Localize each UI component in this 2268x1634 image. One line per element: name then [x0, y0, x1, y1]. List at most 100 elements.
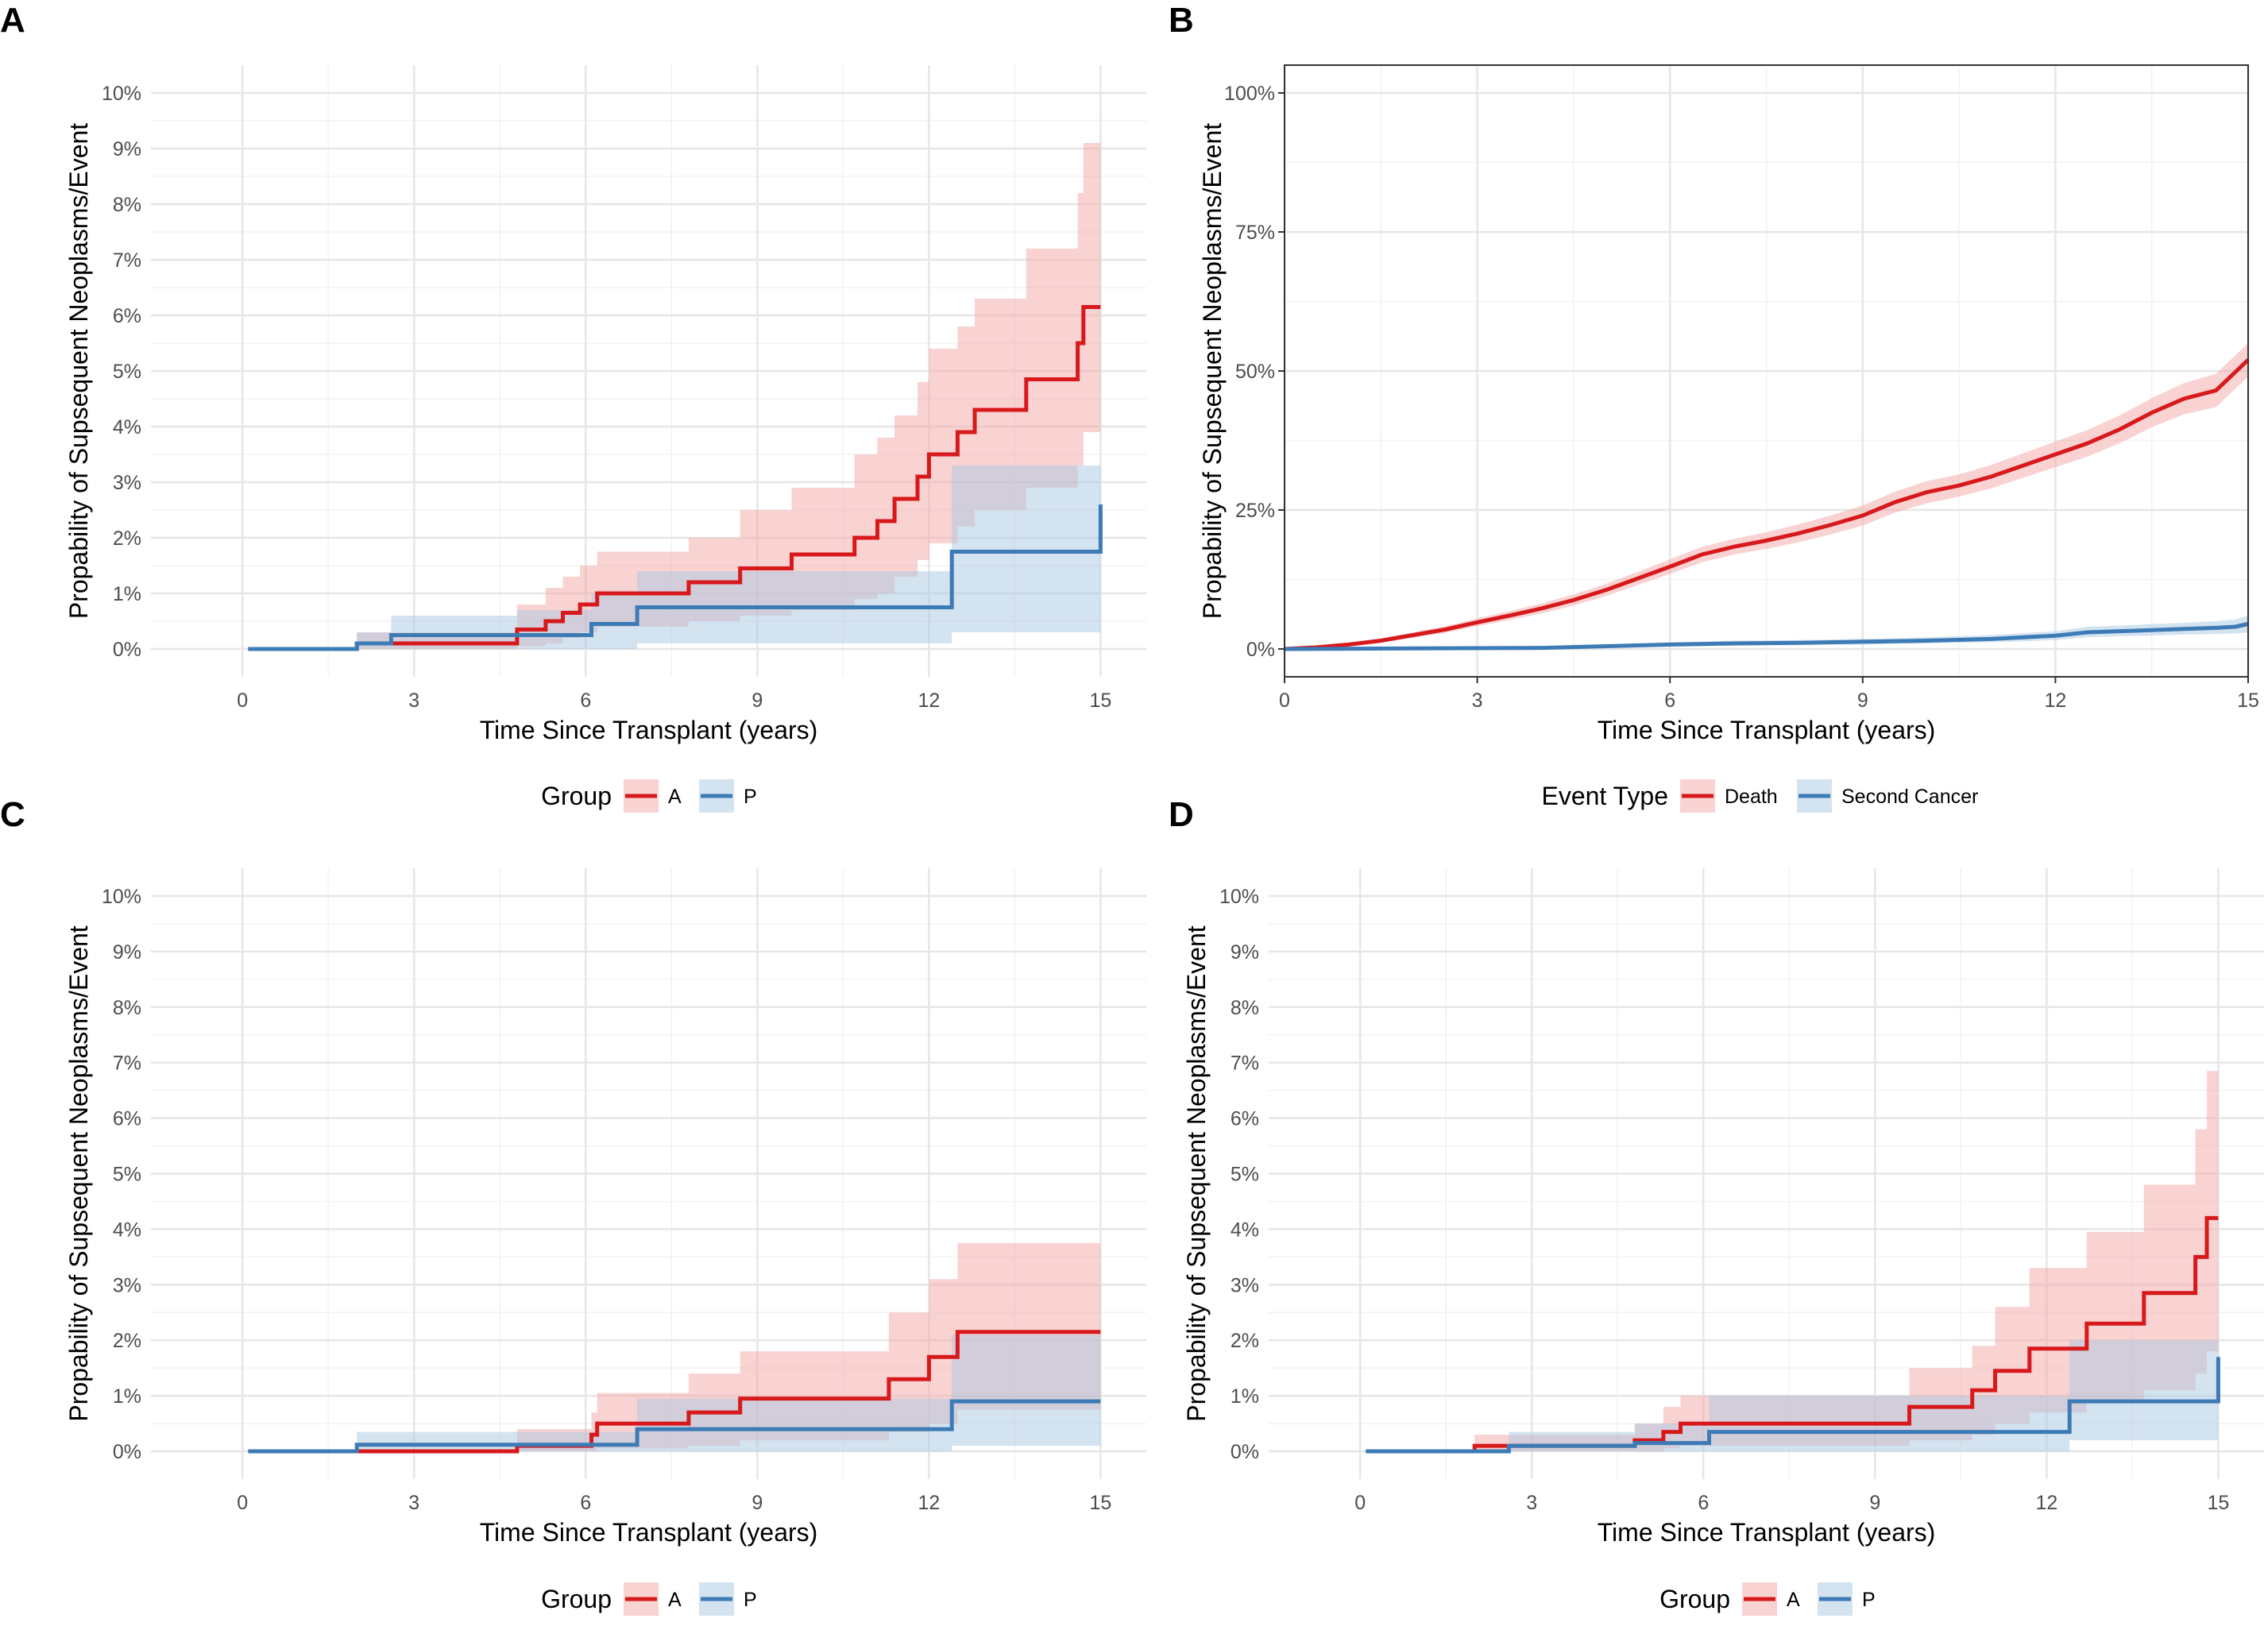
- x-tick-label: 6: [1664, 690, 1675, 712]
- legend-label: Death: [1725, 786, 1778, 808]
- x-tick-label: 3: [1526, 1492, 1537, 1514]
- y-axis-title: Propability of Supsequent Neoplasms/Even…: [64, 925, 93, 1421]
- series-line-a: [1366, 1215, 2219, 1454]
- y-tick-label: 6%: [113, 1108, 141, 1130]
- x-tick-label: 15: [2207, 1492, 2229, 1514]
- y-tick-label: 8%: [1231, 997, 1259, 1019]
- y-tick-label: 75%: [1235, 222, 1275, 244]
- legend: Event Type Death Second Cancer: [1541, 779, 1978, 813]
- legend: Group A P: [1659, 1582, 1876, 1616]
- ribbon-p: [248, 1335, 1101, 1451]
- x-tick-label: 0: [237, 690, 248, 712]
- y-tick-label: 7%: [113, 249, 141, 272]
- y-tick-label: 3%: [113, 472, 141, 494]
- legend-label: Second Cancer: [1841, 786, 1978, 808]
- panel-letter: C: [0, 795, 25, 834]
- x-tick-label: 12: [2035, 1492, 2057, 1514]
- y-tick-label: 5%: [113, 1164, 141, 1186]
- x-tick-label: 0: [1354, 1492, 1366, 1514]
- y-tick-label: 7%: [1231, 1053, 1259, 1075]
- y-tick-label: 3%: [1231, 1274, 1259, 1296]
- y-tick-label: 1%: [113, 1385, 141, 1408]
- legend: Group A P: [541, 779, 757, 813]
- panel-letter: D: [1169, 795, 1194, 834]
- x-tick-label: 9: [751, 690, 763, 712]
- legend-title: Group: [541, 1585, 612, 1613]
- x-axis-title: Time Since Transplant (years): [480, 716, 818, 744]
- x-tick-label: 3: [1472, 690, 1483, 712]
- x-tick-label: 6: [580, 690, 591, 712]
- y-axis-title: Propability of Supsequent Neoplasms/Even…: [64, 123, 93, 619]
- x-tick-label: 3: [408, 1492, 419, 1514]
- x-tick-label: 9: [1869, 1492, 1880, 1514]
- legend: Group A P: [541, 1582, 757, 1616]
- y-tick-label: 5%: [1231, 1164, 1259, 1186]
- x-tick-label: 15: [2237, 690, 2259, 712]
- x-axis-title: Time Since Transplant (years): [1598, 716, 1936, 744]
- x-tick-label: 6: [580, 1492, 591, 1514]
- panel-c: C 0% 1% 2% 3% 4% 5% 6% 7% 8% 9% 10% 0 3 6 9 12 15 Time Sin…: [0, 795, 1146, 1616]
- x-tick-label: 3: [408, 690, 419, 712]
- y-tick-label: 2%: [113, 527, 141, 550]
- y-tick-label: 10%: [102, 83, 141, 105]
- y-axis-title: Propability of Supsequent Neoplasms/Even…: [1182, 925, 1211, 1421]
- x-tick-label: 12: [918, 1492, 940, 1514]
- y-tick-label: 10%: [1219, 886, 1259, 908]
- legend-label: A: [668, 1589, 682, 1611]
- series-line-p: [1366, 1357, 2220, 1454]
- series-line-p: [248, 504, 1103, 651]
- x-tick-label: 15: [1089, 1492, 1111, 1514]
- y-tick-label: 7%: [113, 1053, 141, 1075]
- y-tick-label: 1%: [113, 583, 141, 605]
- x-tick-label: 12: [918, 690, 940, 712]
- legend-label: A: [1787, 1589, 1800, 1611]
- panel-letter: A: [0, 1, 25, 40]
- y-tick-label: 6%: [113, 305, 141, 327]
- series-line-death: [1284, 358, 2250, 651]
- series-line-second-cancer: [1284, 622, 2249, 651]
- x-tick-label: 0: [237, 1492, 248, 1514]
- ribbon-a: [1366, 1071, 2219, 1451]
- y-tick-label: 0%: [113, 639, 141, 661]
- y-tick-label: 4%: [113, 416, 141, 438]
- ribbon-p: [1366, 1251, 2219, 1451]
- x-tick-label: 9: [1857, 690, 1868, 712]
- y-tick-label: 10%: [102, 886, 141, 908]
- legend-title: Group: [1659, 1585, 1730, 1613]
- x-axis-title: Time Since Transplant (years): [480, 1518, 818, 1547]
- panel-a: A 0% 1% 2% 3% 4% 5% 6% 7% 8% 9% 10% 0 3 6 9 12 15 Time Sin…: [0, 1, 1146, 813]
- y-tick-label: 9%: [113, 941, 141, 964]
- legend-label: P: [744, 1589, 757, 1611]
- x-tick-label: 0: [1279, 690, 1290, 712]
- panel-letter: B: [1169, 1, 1194, 40]
- y-tick-label: 3%: [113, 1274, 141, 1296]
- y-tick-label: 100%: [1224, 83, 1275, 105]
- legend-title: Group: [541, 782, 612, 810]
- y-tick-label: 50%: [1235, 361, 1275, 383]
- legend-label: P: [744, 786, 757, 808]
- y-tick-label: 4%: [113, 1219, 141, 1241]
- y-tick-label: 9%: [1231, 941, 1259, 964]
- y-tick-label: 25%: [1235, 500, 1275, 522]
- x-tick-label: 6: [1698, 1492, 1709, 1514]
- y-axis-title: Propability of Supsequent Neoplasms/Even…: [1198, 123, 1227, 619]
- y-tick-label: 0%: [1246, 639, 1275, 661]
- series-line-p: [248, 1399, 1101, 1454]
- x-tick-label: 12: [2044, 690, 2066, 712]
- y-tick-label: 2%: [1231, 1330, 1259, 1352]
- x-axis-title: Time Since Transplant (years): [1598, 1518, 1936, 1547]
- y-tick-label: 9%: [113, 138, 141, 160]
- y-tick-label: 1%: [1231, 1385, 1259, 1408]
- y-tick-label: 6%: [1231, 1108, 1259, 1130]
- y-tick-label: 4%: [1231, 1219, 1259, 1241]
- x-tick-label: 9: [751, 1492, 763, 1514]
- panel-d: D 0% 1% 2% 3% 4% 5% 6% 7% 8% 9% 10% 0 3 6 9 12 15 Time Sin…: [1169, 795, 2264, 1616]
- x-tick-label: 15: [1089, 690, 1111, 712]
- y-tick-label: 0%: [1231, 1441, 1259, 1463]
- y-tick-label: 8%: [113, 194, 141, 216]
- y-tick-label: 8%: [113, 997, 141, 1019]
- ribbon-p: [248, 382, 1101, 649]
- series-line-a: [248, 305, 1101, 651]
- y-tick-label: 2%: [113, 1330, 141, 1352]
